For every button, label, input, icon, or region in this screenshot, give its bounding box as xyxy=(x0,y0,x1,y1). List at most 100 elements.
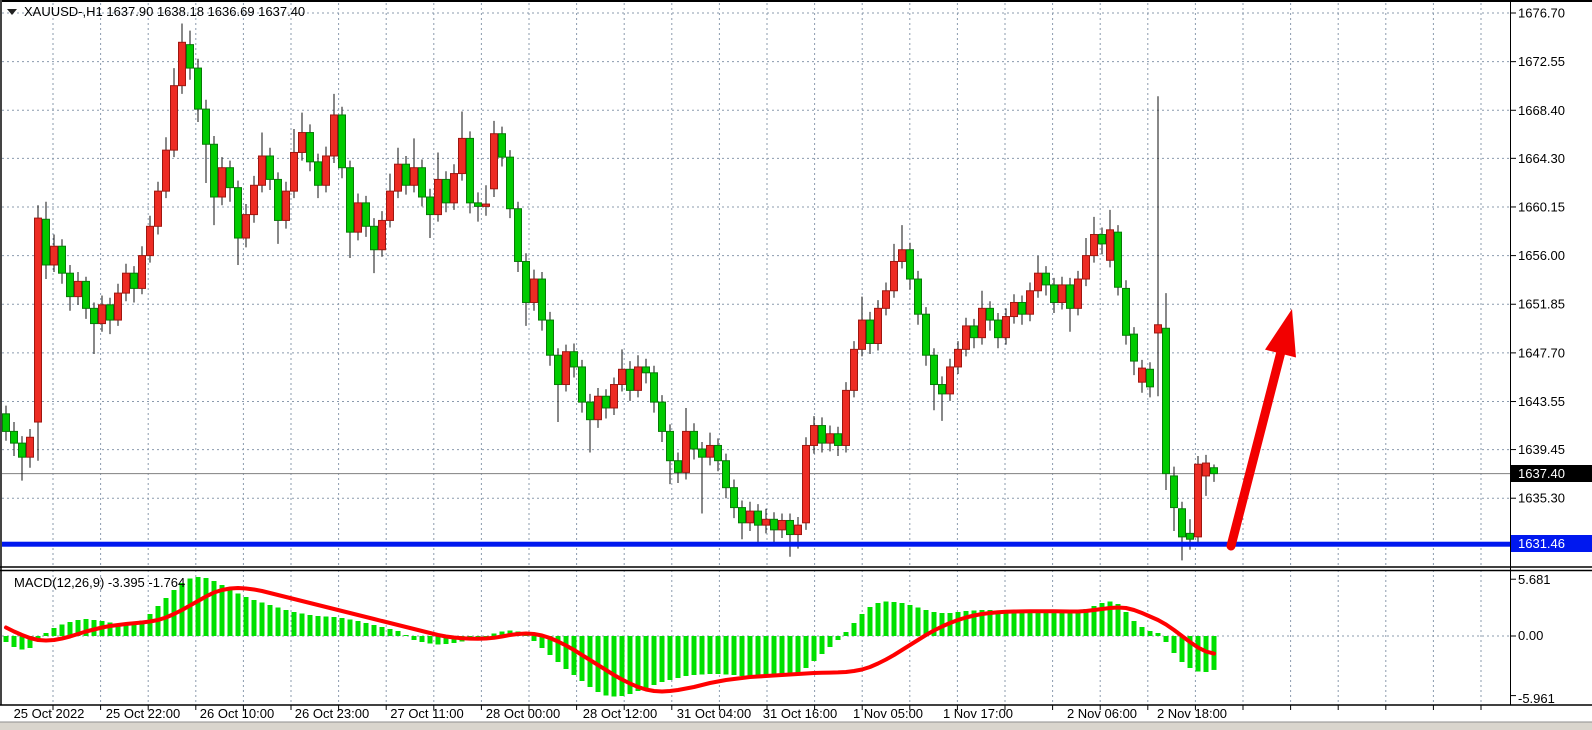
candle-body xyxy=(402,163,410,186)
macd-histogram-bar xyxy=(699,636,705,675)
window-top-border xyxy=(0,0,1592,2)
macd-histogram-bar xyxy=(715,636,721,674)
candle-body xyxy=(874,307,882,345)
candle-body xyxy=(362,202,370,227)
price-tick-label: 1643.55 xyxy=(1518,394,1565,409)
macd-histogram-bar xyxy=(1131,621,1137,636)
macd-histogram-bar xyxy=(691,636,697,675)
support-price-tag-text: 1631.46 xyxy=(1518,536,1565,551)
candle-body xyxy=(250,184,258,216)
candle-body xyxy=(754,510,762,526)
macd-histogram-bar xyxy=(1187,636,1193,668)
macd-histogram-bar xyxy=(387,629,393,636)
macd-histogram-bar xyxy=(731,636,737,675)
candle-body xyxy=(1010,301,1018,318)
candle-body xyxy=(770,518,778,531)
macd-histogram-bar xyxy=(147,614,153,636)
price-tick-label: 1635.30 xyxy=(1518,491,1565,506)
macd-histogram-bar xyxy=(787,636,793,676)
candle-body xyxy=(666,430,674,462)
macd-histogram-bar xyxy=(899,603,905,636)
macd-histogram-bar xyxy=(83,619,89,636)
macd-histogram-bar xyxy=(795,636,801,674)
candle-body xyxy=(26,436,34,458)
macd-histogram-bar xyxy=(659,636,665,682)
candle-body xyxy=(1138,367,1146,383)
macd-histogram-bar xyxy=(955,612,961,636)
macd-histogram-bar xyxy=(1091,606,1097,636)
candle-body xyxy=(218,167,226,198)
macd-histogram-bar xyxy=(227,589,233,636)
macd-histogram-bar xyxy=(875,603,881,636)
candle-body xyxy=(1090,234,1098,257)
candle-body xyxy=(122,272,130,294)
candle-body xyxy=(490,133,498,190)
candle-body xyxy=(1114,231,1122,288)
price-tick-label: 1639.45 xyxy=(1518,442,1565,457)
macd-histogram-bar xyxy=(219,585,225,636)
candle-body xyxy=(1082,255,1090,280)
macd-histogram-bar xyxy=(859,614,865,636)
candle-body xyxy=(1186,532,1194,540)
macd-histogram-bar xyxy=(603,636,609,696)
trend-arrow-annotation[interactable] xyxy=(1226,309,1296,551)
candle-body xyxy=(626,368,634,391)
macd-histogram-bar xyxy=(1011,611,1017,636)
macd-histogram-bar xyxy=(3,636,9,642)
candle-body xyxy=(970,325,978,339)
candle-body xyxy=(82,280,90,309)
candle-body xyxy=(418,167,426,198)
candle-body xyxy=(690,430,698,450)
candle-body xyxy=(858,319,866,350)
candle-body xyxy=(386,190,394,221)
symbol-dropdown-icon[interactable] xyxy=(7,9,17,15)
macd-histogram-bar xyxy=(627,636,633,694)
candle-body xyxy=(10,430,18,444)
candle-body xyxy=(2,413,10,432)
candle-body xyxy=(578,366,586,403)
symbol-ohlc-readout: XAUUSD-,H1 1637.90 1638.18 1636.69 1637.… xyxy=(24,4,305,19)
support-line[interactable] xyxy=(0,541,1510,547)
macd-histogram-bar xyxy=(307,615,313,636)
candle-body xyxy=(434,178,442,216)
candle-body xyxy=(554,354,562,386)
time-tick-label: 25 Oct 2022 xyxy=(14,706,85,721)
macd-histogram-bar xyxy=(75,620,81,636)
candle-body xyxy=(722,460,730,489)
candle-body xyxy=(138,255,146,289)
candle-body xyxy=(170,85,178,151)
candle-body xyxy=(514,208,522,262)
candle-body xyxy=(794,524,802,536)
time-tick-label: 27 Oct 11:00 xyxy=(390,706,463,721)
macd-histogram-bar xyxy=(851,623,857,636)
macd-histogram-bar xyxy=(531,636,537,641)
support-price-tag: 1631.46 xyxy=(1511,535,1592,552)
candle-body xyxy=(450,173,458,204)
candle-body xyxy=(114,292,122,321)
macd-histogram-bar xyxy=(571,636,577,675)
candle-body xyxy=(674,460,682,473)
candle-body xyxy=(1034,272,1042,292)
candle-body xyxy=(322,155,330,186)
macd-histogram-bar xyxy=(283,610,289,636)
candle-body xyxy=(946,366,954,395)
candle-body xyxy=(474,202,482,207)
candle-body xyxy=(90,307,98,325)
macd-histogram-bar xyxy=(43,633,49,636)
time-tick-label: 2 Nov 18:00 xyxy=(1157,706,1227,721)
candle-body xyxy=(66,272,74,298)
macd-histogram-bar xyxy=(835,636,841,640)
candle-body xyxy=(706,444,714,458)
candle-body xyxy=(730,487,738,509)
candle-body xyxy=(914,278,922,315)
macd-histogram-bar xyxy=(779,636,785,676)
candle-body xyxy=(498,133,506,158)
price-tick-label: 1668.40 xyxy=(1518,103,1565,118)
candle-body xyxy=(202,108,210,145)
candle-body xyxy=(786,519,794,536)
macd-histogram-bar xyxy=(803,636,809,668)
macd-histogram-bar xyxy=(1123,612,1129,636)
arrow-head xyxy=(1265,309,1296,358)
candle-body xyxy=(1106,229,1114,261)
